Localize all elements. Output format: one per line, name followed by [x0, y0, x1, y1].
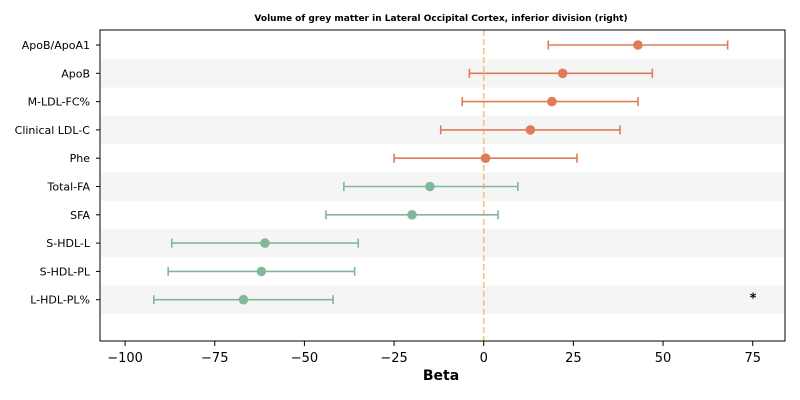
x-tick-label: 25: [565, 351, 582, 366]
estimate-row: [325, 210, 499, 220]
beta-point: [633, 40, 643, 50]
beta-point: [547, 96, 557, 107]
beta-point: [260, 238, 270, 248]
estimate-row: [461, 96, 639, 107]
x-axis-label: Beta: [423, 368, 459, 384]
beta-point: [256, 266, 267, 277]
estimate-row: [167, 266, 356, 277]
estimate-row: [343, 181, 519, 192]
y-tick-label: Total-FA: [46, 181, 90, 194]
y-tick-label: Phe: [70, 152, 91, 165]
estimate-row: [170, 238, 360, 248]
x-tick-label: 75: [744, 351, 761, 366]
y-tick-label: M-LDL-FC%: [28, 96, 90, 109]
x-tick-label: 0: [480, 351, 488, 366]
category-labels: ApoB/ApoA1 ApoB M-LDL-FC% Clinical LDL-C Phe…: [15, 39, 100, 307]
estimate-row: *: [152, 292, 757, 307]
x-tick-label: −75: [201, 351, 228, 366]
beta-point: [557, 68, 568, 79]
x-tick-label: −100: [107, 351, 143, 366]
estimate-row: [439, 125, 621, 135]
y-tick-label: Clinical LDL-C: [15, 124, 91, 137]
y-tick-label: L-HDL-PL%: [30, 294, 90, 307]
y-tick-label: SFA: [70, 209, 90, 222]
chart-title: Volume of grey matter in Lateral Occipit…: [254, 14, 627, 24]
significance-marker: *: [750, 292, 757, 307]
row-stripe: [101, 59, 784, 88]
beta-point: [238, 294, 249, 305]
x-tick-label: 50: [655, 351, 672, 366]
beta-point: [525, 125, 536, 135]
x-tick-label: −25: [380, 351, 407, 366]
estimate-row: [547, 40, 729, 50]
estimate-row: [393, 153, 578, 163]
beta-point: [480, 153, 491, 163]
plot-frame: [99, 29, 786, 342]
y-tick-label: S-HDL-L: [46, 237, 91, 250]
y-tick-label: ApoB/ApoA1: [22, 39, 90, 52]
estimate-row: [468, 68, 654, 79]
x-tick-label: −50: [291, 351, 318, 366]
x-axis: −100 −75 −50 −25 0 25 50 75: [107, 341, 761, 366]
y-tick-label: ApoB: [61, 67, 90, 80]
estimate-marks: *: [152, 40, 757, 307]
beta-point: [407, 210, 417, 220]
beta-point: [425, 181, 435, 192]
y-tick-label: S-HDL-PL: [40, 265, 91, 278]
